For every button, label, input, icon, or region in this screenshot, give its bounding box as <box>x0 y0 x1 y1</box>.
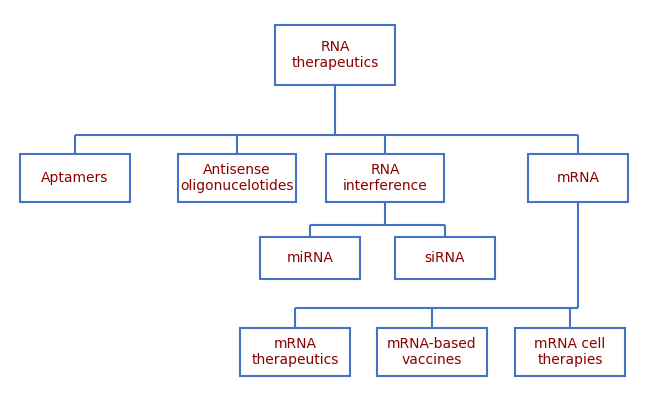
FancyBboxPatch shape <box>377 328 487 376</box>
FancyBboxPatch shape <box>275 25 395 85</box>
Text: siRNA: siRNA <box>425 251 465 265</box>
FancyBboxPatch shape <box>178 154 296 202</box>
FancyBboxPatch shape <box>260 237 360 279</box>
FancyBboxPatch shape <box>326 154 444 202</box>
Text: RNA
therapeutics: RNA therapeutics <box>291 40 379 70</box>
FancyBboxPatch shape <box>395 237 495 279</box>
Text: mRNA-based
vaccines: mRNA-based vaccines <box>387 337 477 367</box>
Text: RNA
interference: RNA interference <box>342 163 427 193</box>
Text: mRNA: mRNA <box>557 171 600 185</box>
FancyBboxPatch shape <box>515 328 625 376</box>
Text: Aptamers: Aptamers <box>42 171 109 185</box>
FancyBboxPatch shape <box>20 154 130 202</box>
Text: mRNA
therapeutics: mRNA therapeutics <box>251 337 339 367</box>
Text: Antisense
oligonucelotides: Antisense oligonucelotides <box>180 163 293 193</box>
FancyBboxPatch shape <box>528 154 628 202</box>
FancyBboxPatch shape <box>240 328 350 376</box>
Text: miRNA: miRNA <box>287 251 334 265</box>
Text: mRNA cell
therapies: mRNA cell therapies <box>535 337 606 367</box>
